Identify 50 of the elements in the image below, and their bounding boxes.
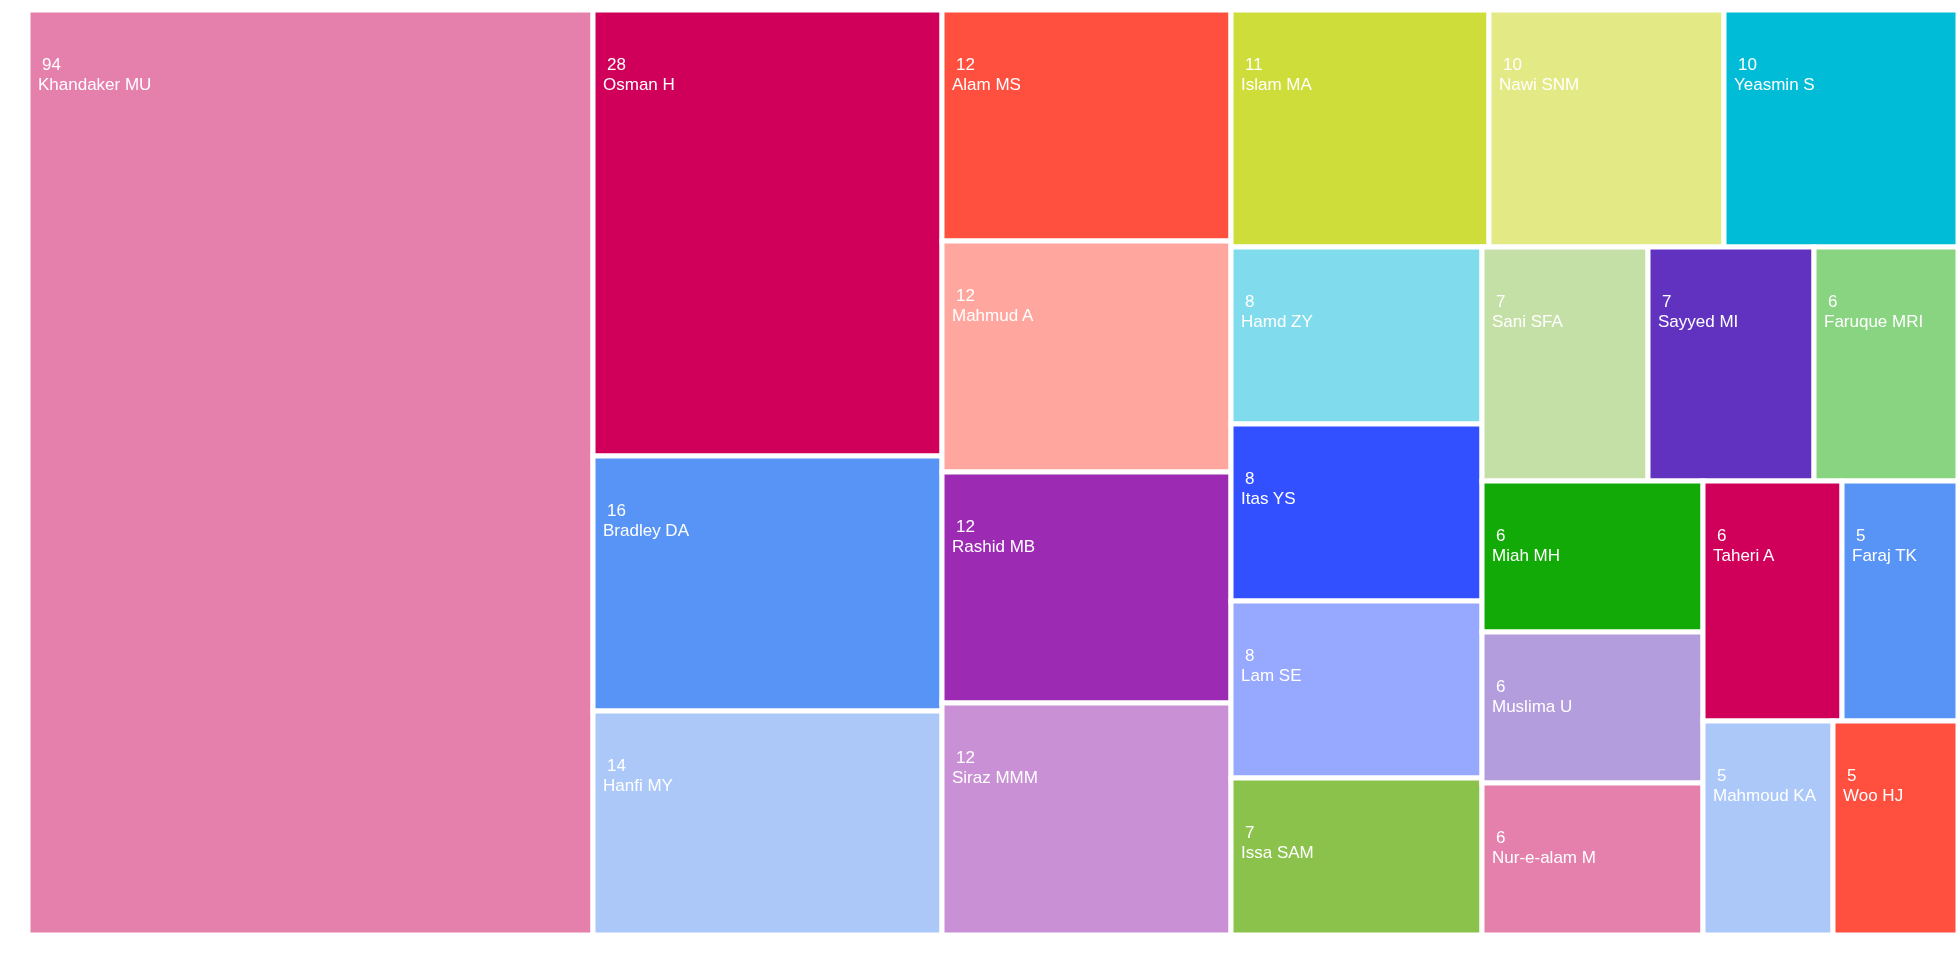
data-label: 6 [1828, 292, 1838, 311]
category-label: Khandaker MU [38, 75, 152, 94]
category-label: Issa SAM [1241, 843, 1314, 862]
category-label: Nawi SNM [1499, 75, 1580, 94]
data-label: 11 [1245, 55, 1263, 74]
category-label: Mahmud A [952, 306, 1034, 325]
data-label: 8 [1245, 646, 1255, 665]
data-label: 94 [42, 55, 61, 74]
data-label: 5 [1847, 766, 1857, 785]
category-label: Sani SFA [1492, 312, 1564, 331]
category-label: Miah MH [1492, 546, 1561, 565]
category-label: Muslima U [1492, 697, 1573, 716]
category-label: Itas YS [1241, 489, 1296, 508]
category-label: Lam SE [1241, 666, 1302, 685]
data-label: 12 [956, 748, 975, 767]
data-label: 5 [1717, 766, 1727, 785]
data-label: 6 [1496, 677, 1506, 696]
category-label: Islam MA [1241, 75, 1313, 94]
category-label: Faruque MRI [1824, 312, 1924, 331]
data-label: 5 [1856, 526, 1866, 545]
category-label: Yeasmin S [1734, 75, 1815, 94]
data-label: 7 [1662, 292, 1672, 311]
category-label: Nur-e-alam M [1492, 848, 1596, 867]
data-label: 12 [956, 286, 975, 305]
category-label: Hamd ZY [1241, 312, 1313, 331]
data-label: 7 [1245, 823, 1255, 842]
data-label: 14 [607, 756, 626, 775]
category-label: Osman H [603, 75, 675, 94]
data-label: 16 [607, 501, 626, 520]
data-label: 8 [1245, 292, 1255, 311]
category-label: Rashid MB [952, 537, 1036, 556]
data-label: 7 [1496, 292, 1506, 311]
category-label: Sayyed MI [1658, 312, 1739, 331]
category-label: Alam MS [952, 75, 1021, 94]
data-label: 10 [1738, 55, 1757, 74]
category-label: Siraz MMM [952, 768, 1038, 787]
data-label: 12 [956, 55, 975, 74]
category-label: Taheri A [1713, 546, 1776, 565]
data-label: 10 [1503, 55, 1522, 74]
category-label: Mahmoud KA [1713, 786, 1817, 805]
category-label: Faraj TK [1852, 546, 1918, 565]
data-label: 6 [1496, 526, 1506, 545]
data-label: 6 [1496, 828, 1506, 847]
category-label: Hanfi MY [603, 776, 673, 795]
data-label: 6 [1717, 526, 1727, 545]
category-label: Woo HJ [1843, 786, 1904, 805]
data-label: 12 [956, 517, 975, 536]
category-label: Bradley DA [603, 521, 690, 540]
data-label: 28 [607, 55, 626, 74]
data-label: 8 [1245, 469, 1255, 488]
